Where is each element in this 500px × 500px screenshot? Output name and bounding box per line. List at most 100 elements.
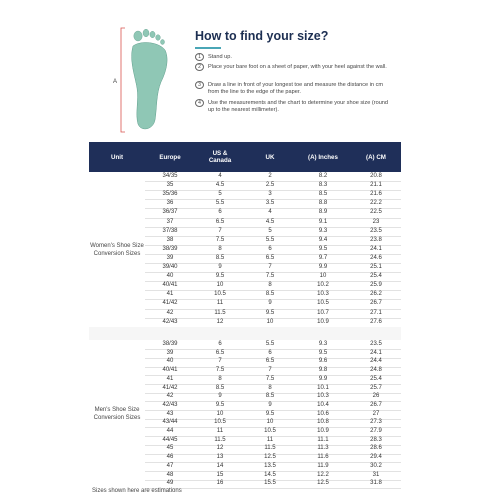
cell-cm: 24.1 (370, 245, 382, 252)
cell-cm: 22.5 (370, 209, 382, 216)
table-row: 41/42 11 9 10.5 26.7 (145, 299, 401, 310)
cell-uk: 6 (268, 245, 272, 252)
foot-measure-icon: A (113, 27, 168, 133)
cell-inches: 9.1 (318, 218, 328, 225)
header-unit: Unit (110, 153, 124, 161)
row-divider (145, 453, 401, 455)
table-header: Unit Europe US & Canada UK (A) Inches (A… (89, 142, 401, 172)
cell-uk: 9.5 (265, 410, 275, 417)
cell-us-canada: 11.5 (214, 436, 226, 443)
table-row: 48 15 14.5 12.2 31 (145, 471, 401, 481)
header-uk: UK (265, 153, 275, 161)
cell-europe: 43/44 (162, 419, 178, 426)
cell-cm: 24.8 (370, 367, 382, 374)
row-divider (145, 263, 401, 264)
cell-cm: 31.8 (370, 480, 382, 487)
cell-inches: 10.5 (317, 300, 329, 307)
row-divider (145, 199, 401, 200)
cell-uk: 11 (266, 436, 274, 443)
cell-cm: 23.5 (370, 341, 382, 347)
cell-cm: 25.1 (370, 264, 382, 270)
cell-europe: 38/39 (162, 341, 178, 347)
cell-us-canada: 15 (216, 471, 224, 478)
cell-inches: 9.3 (318, 341, 328, 347)
cell-inches: 10.9 (317, 318, 329, 325)
cell-uk: 2.5 (265, 182, 275, 189)
table-row: 42/43 12 10 10.9 27.6 (145, 318, 401, 328)
row-divider (145, 244, 401, 246)
cell-us-canada: 6.5 (215, 218, 225, 225)
cell-uk: 7.5 (265, 273, 275, 280)
cell-us-canada: 8.5 (215, 384, 225, 391)
cell-uk: 10 (266, 419, 274, 426)
measure-label: A (113, 79, 117, 85)
cell-cm: 27.9 (370, 428, 382, 434)
cell-inches: 8.9 (318, 209, 328, 216)
table-row: 49 16 15.5 12.5 31.8 (145, 479, 401, 489)
men-size-section: Men's Shoe Size Conversion Sizes 38/39 6 5… (89, 340, 401, 489)
cell-us-canada: 7.5 (215, 367, 225, 374)
cell-cm: 26.7 (370, 401, 382, 408)
header-europe: Europe (159, 153, 181, 161)
row-divider (145, 392, 401, 394)
cell-cm: 27.3 (370, 419, 382, 426)
cell-uk: 12.5 (264, 454, 276, 461)
cell-inches: 11.6 (317, 454, 329, 461)
cell-us-canada: 9.5 (215, 273, 225, 280)
cell-inches: 10.3 (317, 291, 329, 298)
cell-us-canada: 10.5 (214, 419, 226, 426)
cell-us-canada: 11 (216, 300, 224, 307)
cell-us-canada: 8.5 (215, 254, 225, 261)
table-row: 43/44 10.5 10 10.8 27.3 (145, 418, 401, 428)
women-size-section: Women's Shoe Size Conversion Sizes 34/35… (89, 172, 401, 328)
cell-europe: 45 (166, 445, 174, 452)
cell-europe: 41 (166, 375, 174, 382)
table-row: 40/41 10 8 10.2 25.9 (145, 281, 401, 291)
cell-cm: 27.1 (370, 309, 382, 316)
table-row: 37/38 7 5 9.3 23.5 (145, 227, 401, 237)
cell-us-canada: 9 (218, 393, 222, 400)
cell-europe: 35/36 (162, 191, 178, 198)
cell-europe: 42/43 (162, 318, 178, 325)
table-row: 39 8.5 6.5 9.7 24.6 (145, 254, 401, 264)
cell-europe: 36/37 (162, 209, 178, 216)
cell-europe: 44/45 (162, 436, 178, 443)
cell-uk: 6.5 (265, 358, 275, 365)
row-divider (145, 436, 401, 437)
cell-cm: 25.4 (370, 273, 382, 280)
row-divider (145, 401, 401, 402)
cell-europe: 49 (166, 480, 174, 487)
header-cm: (A) CM (366, 153, 386, 161)
cell-cm: 25.7 (370, 384, 382, 391)
how-to-title: How to find your size? (195, 29, 329, 43)
table-row: 35/36 5 3 8.5 21.6 (145, 190, 401, 200)
cell-uk: 3 (268, 191, 272, 198)
row-divider (145, 290, 401, 291)
row-divider (145, 272, 401, 273)
cell-uk: 8.5 (265, 291, 275, 298)
cell-europe: 34/35 (162, 173, 178, 179)
cell-cm: 26.2 (370, 291, 382, 298)
cell-cm: 27 (372, 410, 380, 417)
cell-inches: 9.9 (318, 375, 328, 382)
cell-us-canada: 6 (218, 209, 222, 216)
cell-inches: 8.5 (318, 191, 328, 198)
table-row: 34/35 4 2 8.2 20.8 (145, 172, 401, 182)
size-guide-sheet: A How to find your size? 1 Stand up. 2 P… (89, 10, 401, 500)
table-row: 44/45 11.5 11 11.1 28.3 (145, 436, 401, 446)
cell-uk: 8 (268, 384, 272, 391)
table-row: 40 7 6.5 9.6 24.4 (145, 357, 401, 368)
cell-inches: 10.4 (317, 401, 329, 408)
row-divider (145, 462, 401, 463)
cell-inches: 10.9 (317, 428, 329, 434)
cell-europe: 44 (166, 428, 174, 434)
cell-us-canada: 7 (218, 227, 222, 234)
table-row: 37 6.5 4.5 9.1 23 (145, 218, 401, 228)
table-row: 46 13 12.5 11.6 29.4 (145, 453, 401, 463)
cell-cm: 21.1 (370, 182, 382, 189)
cell-inches: 9.9 (318, 264, 328, 270)
cell-inches: 9.3 (318, 227, 328, 234)
table-row: 41 10.5 8.5 10.3 26.2 (145, 290, 401, 300)
row-divider (145, 190, 401, 191)
table-row: 38 7.5 5.5 9.4 23.8 (145, 236, 401, 246)
